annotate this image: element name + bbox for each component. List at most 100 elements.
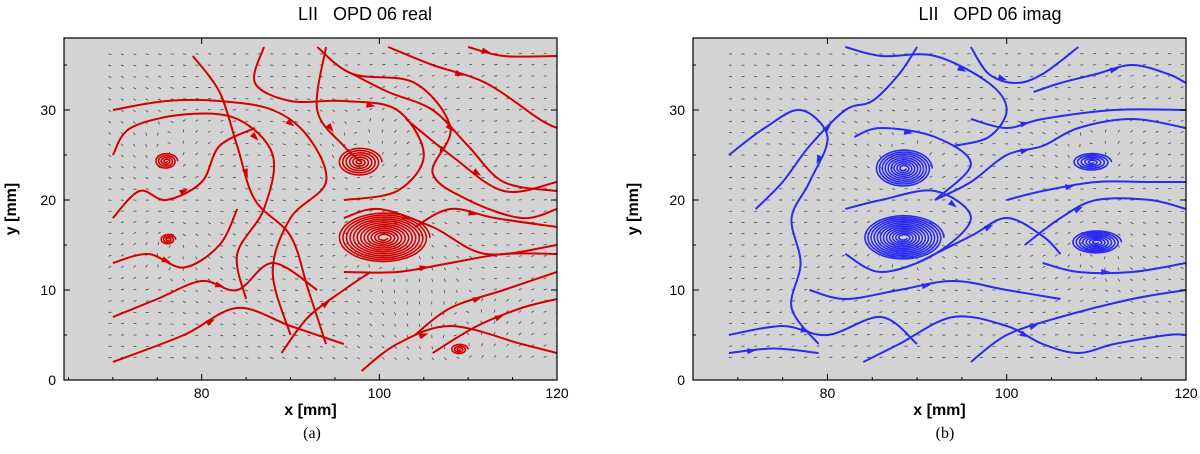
vector-arrow xyxy=(879,211,882,212)
y-tick-label: 0 xyxy=(48,372,56,388)
y-tick-label: 30 xyxy=(40,102,56,118)
vector-arrow xyxy=(283,88,286,89)
vector-arrow xyxy=(829,54,832,55)
vector-arrow xyxy=(854,54,857,55)
x-tick-label: 100 xyxy=(995,385,1019,401)
vector-arrow xyxy=(220,110,223,111)
y-axis-label: y [mm] xyxy=(625,183,642,235)
x-tick-label: 80 xyxy=(820,385,836,401)
vector-arrow xyxy=(544,110,547,111)
vector-arrow xyxy=(457,166,460,167)
vector-arrow xyxy=(1068,312,1071,313)
vector-arrow xyxy=(544,53,547,54)
vector-arrow xyxy=(942,301,945,302)
y-tick-label: 10 xyxy=(669,282,685,298)
vector-arrow xyxy=(233,155,236,156)
vector-arrow xyxy=(482,155,485,156)
vector-arrow xyxy=(779,346,782,347)
vector-arrow xyxy=(804,245,807,246)
vector-arrow xyxy=(804,335,807,336)
vector-arrow xyxy=(1168,177,1171,178)
vector-arrow xyxy=(804,65,807,66)
vector-arrow xyxy=(1018,278,1021,279)
vector-arrow xyxy=(942,98,945,99)
vector-arrow xyxy=(1181,358,1184,359)
vector-arrow xyxy=(283,279,286,280)
vector-arrow xyxy=(1130,346,1133,347)
vector-arrow xyxy=(531,87,534,88)
y-tick-label: 30 xyxy=(669,102,685,118)
vector-arrow xyxy=(270,144,273,145)
y-tick-label: 10 xyxy=(40,282,56,298)
vector-arrow xyxy=(1043,312,1046,313)
vector-arrow xyxy=(804,233,807,234)
vector-arrow xyxy=(829,222,832,223)
vector-arrow xyxy=(967,177,970,178)
vector-arrow xyxy=(767,301,770,302)
vector-arrow xyxy=(469,166,472,167)
vector-arrow xyxy=(258,200,261,201)
vector-arrow xyxy=(792,99,795,100)
vector-arrow xyxy=(792,121,795,122)
vector-arrow xyxy=(792,267,795,268)
x-axis-label: x [mm] xyxy=(913,402,965,419)
vector-arrow xyxy=(531,132,534,133)
vector-arrow xyxy=(544,166,547,167)
vector-arrow xyxy=(544,211,547,212)
vector-arrow xyxy=(804,76,807,77)
vector-arrow xyxy=(544,87,547,88)
y-tick-label: 20 xyxy=(40,192,56,208)
y-tick-label: 20 xyxy=(669,192,685,208)
x-axis-label: x [mm] xyxy=(284,402,336,419)
vector-arrow xyxy=(382,200,385,201)
vector-arrow xyxy=(531,65,534,66)
vector-arrow xyxy=(531,53,534,54)
vector-arrow xyxy=(1168,358,1171,359)
chart-title: LII OPD 06 real xyxy=(298,4,432,24)
vector-arrow xyxy=(544,222,547,223)
vector-arrow xyxy=(544,65,547,66)
vector-arrow xyxy=(779,88,782,89)
vector-arrow xyxy=(817,76,820,77)
vector-arrow xyxy=(879,335,882,336)
vector-arrow xyxy=(544,143,547,144)
vector-arrow xyxy=(307,76,310,77)
vector-arrow xyxy=(531,233,534,234)
vector-arrow xyxy=(1105,65,1108,66)
vector-arrow xyxy=(270,200,273,201)
y-tick-label: 0 xyxy=(677,372,685,388)
vector-arrow xyxy=(1118,335,1121,336)
vector-arrow xyxy=(183,211,186,212)
vector-arrow xyxy=(171,346,174,347)
vector-arrow xyxy=(171,358,174,359)
vector-arrow xyxy=(842,357,845,358)
vector-arrow xyxy=(879,76,882,77)
plot-area xyxy=(64,38,557,380)
vector-arrow xyxy=(320,233,323,234)
vector-arrow xyxy=(370,65,373,66)
vector-arrow xyxy=(1181,346,1184,347)
vector-arrow xyxy=(270,121,273,122)
vector-arrow xyxy=(1143,358,1146,359)
vector-arrow xyxy=(270,166,273,167)
vector-arrow xyxy=(779,312,782,313)
vector-arrow xyxy=(967,290,970,291)
vector-arrow xyxy=(879,65,882,66)
vector-arrow xyxy=(854,357,857,358)
vector-arrow xyxy=(779,278,782,279)
vector-arrow xyxy=(1030,99,1033,100)
subfigure-caption: (a) xyxy=(303,425,321,442)
vector-arrow xyxy=(295,76,298,77)
vector-arrow xyxy=(792,88,795,89)
vector-arrow xyxy=(506,132,509,133)
vector-arrow xyxy=(494,155,497,156)
vector-arrow xyxy=(930,301,933,302)
vector-arrow xyxy=(1018,155,1021,156)
vector-arrow xyxy=(519,132,522,133)
vector-arrow xyxy=(407,188,410,189)
vector-arrow xyxy=(419,279,420,282)
vector-arrow xyxy=(842,54,845,55)
vector-arrow xyxy=(1018,144,1021,145)
